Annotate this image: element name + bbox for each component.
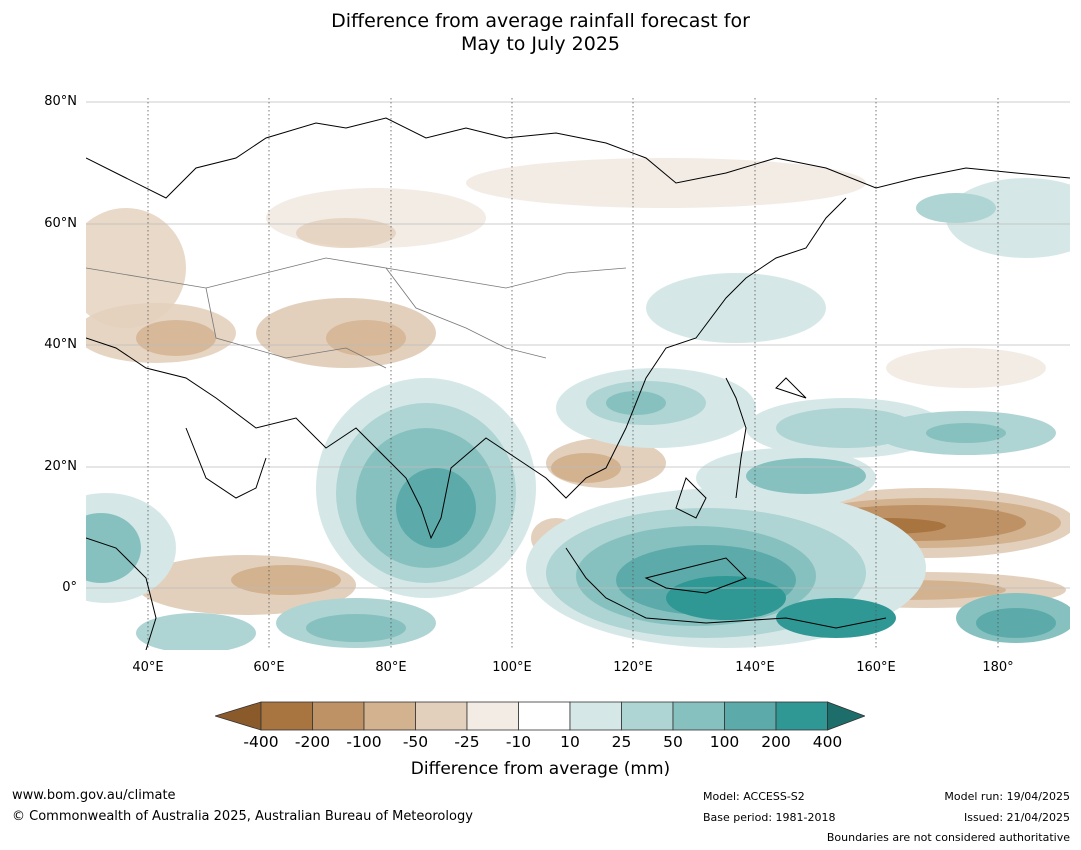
legend-swatch [518, 701, 571, 731]
legend-tick-label: 200 [761, 733, 791, 751]
legend-swatch [724, 701, 777, 731]
legend-tick-label: 50 [663, 733, 683, 751]
lon-label-160e: 160°E [856, 660, 896, 675]
legend-title: Difference from average (mm) [410, 759, 671, 779]
model-name: Model: ACCESS-S2 [703, 790, 805, 803]
base-period: Base period: 1981-2018 [703, 811, 836, 824]
legend-tick-label: -10 [505, 733, 532, 751]
legend-extend-low [215, 701, 262, 731]
lat-label-0: 0° [62, 580, 77, 595]
meridians [147, 98, 999, 650]
lon-label-100e: 100°E [492, 660, 532, 675]
lat-label-80n: 80°N [44, 94, 77, 109]
legend-swatch [569, 701, 622, 731]
legend-swatch [363, 701, 416, 731]
country-borders [86, 257, 627, 369]
legend-swatch [621, 701, 674, 731]
legend-tick-label: 400 [812, 733, 843, 751]
issued-date: Issued: 21/04/2025 [963, 811, 1070, 824]
legend-swatch [775, 701, 828, 731]
lon-label-40e: 40°E [132, 660, 164, 675]
lat-label-40n: 40°N [44, 337, 77, 352]
lon-label-60e: 60°E [253, 660, 285, 675]
map-svg [86, 98, 1070, 650]
legend-tick-label: -50 [402, 733, 429, 751]
legend-tick-label: -200 [294, 733, 331, 751]
coastlines [86, 117, 1070, 650]
legend-tick-label: -400 [243, 733, 279, 751]
lon-label-80e: 80°E [375, 660, 407, 675]
legend-tick-label: -100 [346, 733, 382, 751]
legend-swatch [672, 701, 725, 731]
legend-tick-label: -25 [454, 733, 480, 751]
graticule [86, 101, 1070, 589]
legend-swatch [260, 701, 313, 731]
chart-title: Difference from average rainfall forecas… [0, 10, 1081, 56]
website-link[interactable]: www.bom.gov.au/climate [12, 788, 176, 803]
legend-tick-label: 25 [611, 733, 632, 751]
legend-tick-label: 100 [709, 733, 740, 751]
lat-label-20n: 20°N [44, 459, 77, 474]
rainfall-anomaly-map [86, 98, 1070, 650]
lat-label-60n: 60°N [44, 216, 77, 231]
legend-swatch [312, 701, 365, 731]
lon-label-180: 180° [982, 660, 1014, 675]
model-run-date: Model run: 19/04/2025 [944, 790, 1070, 803]
legend-extend-high [827, 701, 865, 731]
legend-swatch [415, 701, 468, 731]
legend-tick-label: 10 [560, 733, 580, 751]
title-line-1: Difference from average rainfall forecas… [331, 10, 750, 32]
legend-swatch [466, 701, 519, 731]
legend-colorbar [215, 701, 865, 731]
boundaries-disclaimer: Boundaries are not considered authoritat… [826, 831, 1070, 844]
lon-label-120e: 120°E [613, 660, 653, 675]
title-line-2: May to July 2025 [461, 33, 620, 55]
lon-label-140e: 140°E [735, 660, 775, 675]
copyright-text: © Commonwealth of Australia 2025, Austra… [12, 809, 473, 824]
